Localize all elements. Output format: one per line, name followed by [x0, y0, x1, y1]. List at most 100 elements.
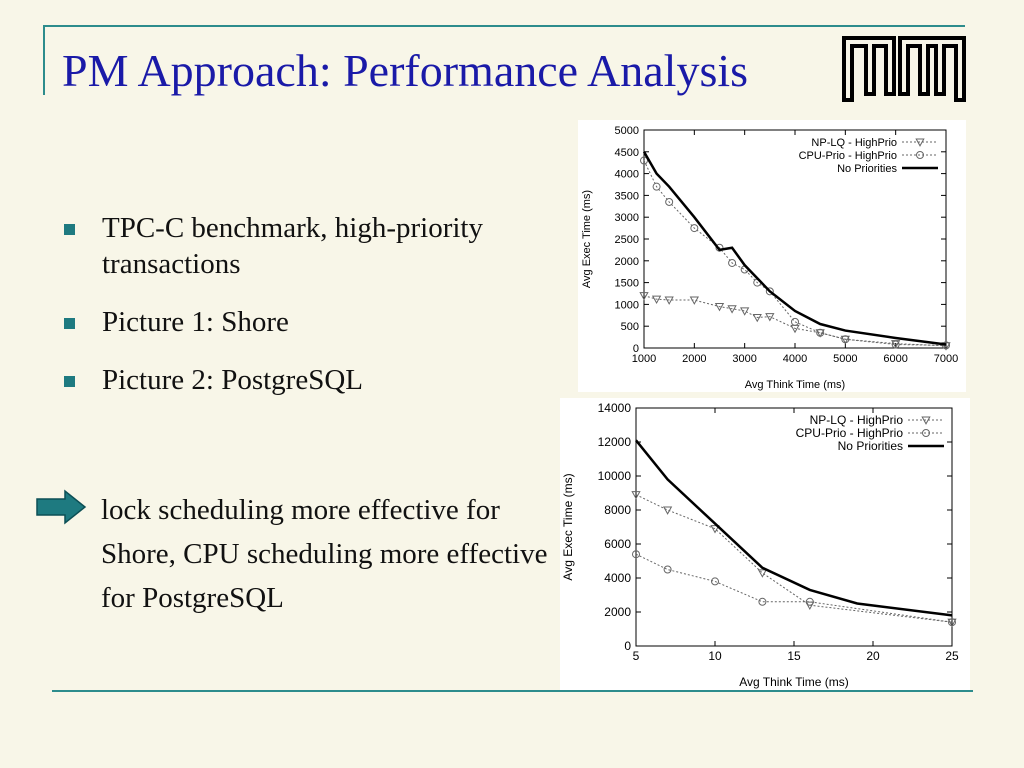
y-tick-label: 1500: [615, 278, 639, 290]
x-tick-label: 25: [945, 649, 959, 663]
y-tick-label: 4500: [615, 147, 639, 159]
data-point-circle: [715, 243, 724, 252]
data-point-triangle: [631, 491, 641, 500]
legend-label: CPU-Prio - HighPrio: [796, 426, 904, 440]
data-point-triangle: [651, 295, 662, 304]
data-point-circle: [711, 577, 719, 586]
data-point-triangle: [740, 307, 750, 316]
side-rule: [43, 25, 45, 95]
data-point-triangle: [921, 416, 931, 425]
series-line: [635, 439, 953, 617]
postgresql-chart: 5 10 15 20 25 0 2000 4000 6000 8000 10000 12000 1400…: [560, 398, 970, 690]
y-tick-label: 0: [633, 343, 639, 355]
y-tick-label: 500: [621, 321, 639, 333]
x-tick-label: 5000: [833, 353, 857, 365]
x-tick-label: 6000: [883, 353, 907, 365]
series-0: [639, 292, 951, 351]
tum-logo: [842, 36, 966, 102]
data-point-circle: [816, 328, 825, 337]
y-tick-label: 1000: [615, 299, 639, 311]
x-tick-label: 2000: [682, 353, 706, 365]
x-axis-label: Avg Think Time (ms): [745, 379, 845, 391]
series-0: [631, 491, 957, 628]
data-point-circle: [665, 197, 674, 206]
series-line: [642, 151, 947, 346]
x-tick-label: 3000: [732, 353, 756, 365]
data-point-triangle: [664, 296, 674, 305]
x-tick-label: 1000: [632, 353, 656, 365]
legend-label: No Priorities: [838, 439, 903, 453]
right-arrow-icon: [36, 489, 87, 525]
series-2: [635, 439, 953, 617]
square-bullet-icon: [64, 224, 75, 235]
x-tick-label: 4000: [783, 353, 807, 365]
y-tick-label: 2000: [615, 256, 639, 268]
y-tick-label: 3500: [615, 190, 639, 202]
data-point-circle: [916, 151, 924, 159]
legend-label: NP-LQ - HighPrio: [810, 413, 904, 427]
slide-title: PM Approach: Performance Analysis: [62, 45, 749, 96]
data-point-triangle: [915, 138, 925, 147]
data-point-circle: [765, 287, 774, 296]
y-axis-label: Avg Exec Time (ms): [581, 190, 593, 288]
series-line: [643, 160, 947, 346]
x-tick-label: 10: [708, 649, 722, 663]
y-tick-label: 3000: [615, 212, 639, 224]
bottom-rule: [52, 690, 973, 692]
data-point-circle: [948, 618, 956, 627]
data-point-triangle: [941, 342, 951, 351]
data-point-triangle: [714, 303, 725, 312]
series-2: [642, 151, 947, 346]
series-line: [635, 553, 953, 623]
data-point-circle: [632, 550, 640, 559]
x-axis-label: Avg Think Time (ms): [739, 675, 849, 689]
plot-frame: [643, 129, 947, 349]
y-tick-label: 2000: [604, 605, 631, 619]
bullet-text: Picture 1: Shore: [102, 306, 289, 338]
square-bullet-icon: [64, 376, 75, 387]
data-point-triangle: [662, 506, 673, 515]
data-point-triangle: [752, 313, 762, 323]
bullet-list: TPC-C benchmark, high-priority transacti…: [62, 210, 542, 420]
data-point-circle: [663, 565, 672, 574]
legend-label: No Priorities: [837, 163, 897, 175]
data-point-circle: [690, 224, 699, 233]
data-point-circle: [640, 156, 648, 165]
data-point-triangle: [710, 525, 720, 534]
data-point-circle: [728, 258, 737, 267]
series-1: [640, 156, 950, 350]
y-axis-label: Avg Exec Time (ms): [561, 473, 575, 580]
y-tick-label: 10000: [598, 469, 632, 483]
y-tick-label: 2500: [615, 234, 639, 246]
series-1: [632, 550, 956, 627]
data-point-triangle: [757, 569, 768, 578]
data-point-circle: [922, 429, 930, 437]
legend-label: CPU-Prio - HighPrio: [799, 150, 897, 162]
bullet-item: Picture 2: PostgreSQL: [62, 362, 542, 398]
series-line: [635, 494, 953, 623]
square-bullet-icon: [64, 318, 75, 329]
data-point-triangle: [689, 296, 699, 305]
data-point-triangle: [805, 601, 815, 611]
shore-chart: 1000 2000 3000 4000 5000 6000 7000 0 500 1000 1500…: [578, 120, 966, 392]
y-tick-label: 6000: [604, 537, 631, 551]
y-tick-label: 5000: [615, 125, 639, 137]
data-point-triangle: [727, 305, 737, 314]
y-tick-label: 14000: [598, 401, 632, 415]
y-tick-label: 4000: [604, 571, 631, 585]
data-point-triangle: [765, 313, 775, 322]
top-rule: [43, 25, 965, 27]
legend-label: NP-LQ - HighPrio: [811, 137, 897, 149]
data-point-triangle: [639, 292, 649, 301]
data-point-circle: [805, 597, 814, 606]
y-tick-label: 4000: [615, 169, 639, 181]
y-tick-label: 0: [624, 639, 631, 653]
x-tick-label: 5: [633, 649, 640, 663]
x-tick-label: 20: [866, 649, 880, 663]
x-tick-label: 7000: [934, 353, 958, 365]
data-point-circle: [942, 341, 950, 350]
y-tick-label: 12000: [598, 435, 632, 449]
bullet-text: Picture 2: PostgreSQL: [102, 364, 363, 396]
bullet-item: Picture 1: Shore: [62, 304, 542, 340]
